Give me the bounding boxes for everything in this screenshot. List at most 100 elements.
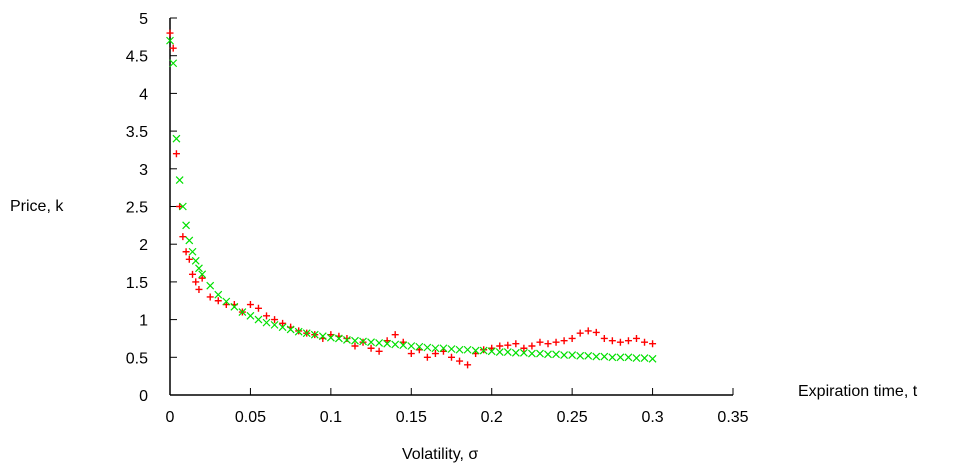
x-tick-label: 0.2	[481, 409, 503, 426]
data-point	[176, 203, 184, 210]
data-point	[512, 340, 520, 348]
data-point	[423, 353, 431, 361]
x-tick-label: 0	[166, 409, 175, 426]
x-tick-label: 0.25	[557, 409, 588, 426]
data-point	[399, 341, 408, 350]
data-point	[456, 357, 464, 365]
series-1	[166, 36, 657, 363]
data-point	[198, 274, 206, 282]
data-point	[182, 221, 191, 230]
data-point	[503, 348, 512, 356]
x-tick-label: 0.15	[396, 409, 427, 426]
data-point	[455, 345, 464, 354]
data-point	[214, 290, 223, 299]
data-point	[310, 330, 319, 339]
secondary-x-axis-label: Volatility, σ	[402, 446, 479, 463]
data-point	[238, 308, 247, 316]
data-point	[471, 346, 480, 355]
x-tick-label: 0.35	[717, 409, 748, 426]
data-point	[198, 270, 207, 279]
data-point	[169, 44, 177, 52]
data-point	[544, 350, 552, 359]
data-point	[640, 354, 649, 362]
data-point	[343, 336, 351, 344]
data-point	[479, 346, 488, 355]
data-point	[592, 328, 600, 336]
data-point	[375, 339, 384, 347]
data-point	[528, 342, 536, 350]
data-point	[536, 349, 544, 358]
y-tick-label: 2.5	[126, 200, 148, 217]
data-point	[584, 351, 593, 360]
plot-area	[166, 29, 657, 369]
data-point	[464, 361, 472, 369]
y-axis-label: Price, k	[10, 198, 64, 215]
data-point	[536, 338, 544, 346]
axes	[169, 17, 734, 396]
data-point	[175, 176, 184, 185]
data-point	[576, 329, 584, 337]
data-point	[246, 301, 254, 309]
data-point	[230, 302, 239, 311]
data-point	[166, 29, 174, 37]
data-point	[624, 337, 632, 345]
y-tick-label: 1	[139, 313, 148, 330]
data-point	[191, 256, 200, 265]
data-point	[192, 278, 200, 286]
x-tick-label: 0.05	[235, 409, 266, 426]
data-point	[632, 354, 641, 362]
data-point	[286, 325, 295, 334]
data-point	[318, 332, 327, 341]
data-point	[600, 352, 609, 361]
data-point	[391, 340, 400, 349]
y-tick-label: 3	[139, 162, 148, 179]
data-point	[254, 304, 262, 312]
data-point	[279, 319, 287, 327]
data-point	[195, 285, 203, 293]
data-point	[206, 293, 214, 301]
data-point	[641, 338, 649, 346]
data-point	[262, 318, 271, 327]
data-point	[624, 353, 633, 362]
data-point	[431, 350, 439, 358]
data-point	[172, 134, 181, 143]
data-point	[189, 270, 197, 278]
data-point	[326, 333, 335, 342]
y-tick-label: 1.5	[126, 275, 148, 292]
data-point	[185, 236, 194, 245]
data-point	[169, 59, 178, 68]
data-point	[576, 351, 585, 360]
tick-labels: 0 0.05 0.1 0.15 0.2 0.25 0.3 0.35 0 0.5 1 1.5 2 2.5 3 3…	[126, 11, 749, 426]
data-point	[519, 348, 528, 357]
data-point	[178, 202, 187, 211]
data-point	[294, 327, 303, 336]
data-point	[383, 339, 392, 348]
data-point	[359, 337, 367, 346]
data-point	[560, 351, 569, 359]
series-0	[166, 29, 657, 369]
data-point	[448, 353, 455, 361]
data-point	[560, 337, 568, 345]
data-point	[415, 342, 424, 351]
data-point	[334, 334, 343, 343]
data-point	[195, 264, 203, 273]
data-point	[270, 320, 279, 329]
data-point	[447, 345, 456, 353]
data-point	[568, 334, 576, 342]
data-point	[367, 338, 375, 347]
data-point	[552, 350, 560, 359]
data-point	[648, 354, 657, 363]
data-point	[584, 327, 592, 335]
data-point	[439, 344, 448, 353]
data-point	[496, 342, 504, 350]
data-point	[511, 348, 520, 357]
y-tick-label: 3.5	[126, 124, 148, 141]
data-point	[263, 312, 271, 320]
data-point	[185, 255, 193, 263]
y-tick-label: 5	[139, 11, 148, 28]
data-point	[407, 342, 416, 350]
y-tick-label: 4.5	[126, 49, 148, 66]
data-point	[182, 248, 190, 256]
data-point	[351, 342, 359, 350]
data-point	[391, 331, 399, 339]
